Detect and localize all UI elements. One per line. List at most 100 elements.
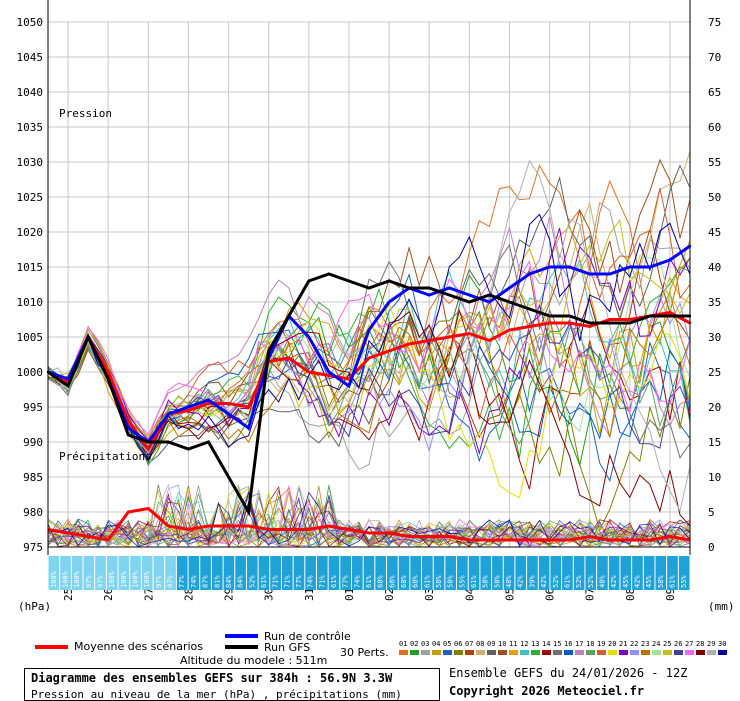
prob-cell bbox=[632, 556, 643, 590]
pert-swatch bbox=[718, 650, 727, 655]
prob-cell bbox=[655, 556, 667, 590]
series-point bbox=[568, 321, 571, 325]
series-point bbox=[207, 440, 210, 444]
series-point bbox=[608, 321, 611, 325]
prob-cell bbox=[281, 556, 293, 590]
prob-cell bbox=[573, 556, 585, 590]
pert-swatch bbox=[652, 650, 661, 655]
prob-cell bbox=[608, 556, 620, 590]
prob-cell bbox=[620, 556, 632, 590]
prob-label: 55% bbox=[680, 575, 688, 588]
prob-label: 48% bbox=[505, 575, 513, 588]
series-point bbox=[207, 398, 210, 402]
pert-swatch bbox=[696, 650, 705, 655]
series-point bbox=[86, 335, 90, 339]
legend-gfs-label: Run GFS bbox=[264, 641, 311, 654]
pert-number: 01 bbox=[399, 640, 408, 648]
y2-tick-label: 50 bbox=[708, 191, 721, 204]
series-line bbox=[47, 244, 691, 445]
series-point bbox=[367, 328, 371, 332]
y-tick-label: 980 bbox=[23, 506, 43, 519]
pression-annotation: Pression bbox=[59, 107, 112, 120]
legend-control-label: Run de contrôle bbox=[264, 630, 351, 643]
pert-swatch bbox=[498, 650, 507, 655]
prob-cell bbox=[457, 556, 468, 590]
prob-label: 97% bbox=[167, 575, 175, 588]
pert-number: 05 bbox=[443, 640, 452, 648]
y2-tick-label: 70 bbox=[708, 51, 721, 64]
pert-swatch bbox=[586, 650, 595, 655]
prob-cell bbox=[515, 556, 527, 590]
series-point bbox=[427, 286, 431, 290]
chart-grid bbox=[48, 21, 690, 548]
prob-cell bbox=[422, 556, 433, 590]
prob-label: 42% bbox=[633, 575, 641, 588]
prob-label: 52% bbox=[587, 575, 595, 588]
prob-cell bbox=[503, 556, 515, 590]
pert-number: 02 bbox=[410, 640, 419, 648]
prob-label: 52% bbox=[248, 575, 256, 588]
prob-label: 68% bbox=[388, 575, 396, 588]
pert-swatch bbox=[575, 650, 584, 655]
prob-label: 84% bbox=[225, 575, 233, 588]
series-point bbox=[468, 332, 471, 335]
prob-label: 52% bbox=[575, 575, 583, 588]
series-point bbox=[628, 265, 632, 269]
series-point bbox=[187, 405, 190, 409]
pert-number: 06 bbox=[454, 640, 463, 648]
pert-number: 19 bbox=[597, 640, 606, 648]
series-point bbox=[568, 265, 571, 269]
series-point bbox=[528, 307, 531, 311]
prob-label: 77% bbox=[178, 575, 186, 588]
y-tick-label: 1045 bbox=[17, 51, 44, 64]
series-point bbox=[508, 300, 511, 304]
prob-label: 52% bbox=[552, 575, 560, 588]
series-point bbox=[387, 279, 391, 283]
series-point bbox=[267, 349, 270, 353]
prob-cell bbox=[445, 556, 457, 590]
prob-label: 100% bbox=[143, 570, 151, 588]
y-tick-label: 1005 bbox=[17, 331, 44, 344]
prob-label: 77% bbox=[342, 575, 350, 588]
prob-cell bbox=[410, 556, 422, 590]
pert-swatch bbox=[421, 650, 430, 655]
series-point bbox=[448, 293, 451, 297]
y-tick-label: 1000 bbox=[17, 366, 44, 379]
y-tick-label: 990 bbox=[23, 436, 43, 449]
series-point bbox=[387, 300, 391, 304]
pert-swatch bbox=[399, 650, 408, 655]
right-axis-unit: (mm) bbox=[708, 600, 735, 613]
series-point bbox=[427, 339, 431, 342]
pert-number: 03 bbox=[421, 640, 430, 648]
pert-swatch bbox=[531, 650, 540, 655]
y-tick-label: 1015 bbox=[17, 261, 44, 274]
prob-label: 58% bbox=[657, 575, 665, 588]
y2-tick-label: 10 bbox=[708, 471, 721, 484]
series-point bbox=[548, 314, 551, 318]
series-point bbox=[307, 279, 311, 283]
prob-cell bbox=[527, 556, 538, 590]
pert-swatch bbox=[432, 650, 441, 655]
prob-label: 61% bbox=[470, 575, 478, 588]
prob-cell bbox=[176, 556, 188, 590]
pert-number: 28 bbox=[696, 640, 705, 648]
prob-label: 42% bbox=[610, 575, 618, 588]
y2-tick-label: 0 bbox=[708, 541, 715, 554]
prob-label: 100% bbox=[73, 570, 81, 588]
altitude-text: Altitude du modele : 511m bbox=[180, 654, 328, 667]
series-point bbox=[648, 314, 652, 318]
ensemble-chart: 975 0 980 5 985 10 990 15 995 20 1000 25 1005 30 1010 3… bbox=[17, 0, 735, 613]
prob-cell bbox=[398, 556, 410, 590]
pert-swatch bbox=[476, 650, 485, 655]
legend-perts-label: 30 Perts. bbox=[340, 646, 389, 659]
y-tick-label: 1020 bbox=[17, 226, 44, 239]
prob-label: 45% bbox=[622, 575, 630, 588]
prob-cell bbox=[130, 556, 141, 590]
prob-label: 71% bbox=[283, 575, 291, 588]
prob-label: 42% bbox=[517, 575, 525, 588]
series-point bbox=[247, 510, 250, 514]
prob-label: 71% bbox=[318, 575, 326, 588]
series-point bbox=[628, 321, 632, 325]
pert-number: 14 bbox=[542, 640, 551, 648]
prob-label: 45% bbox=[645, 575, 653, 588]
